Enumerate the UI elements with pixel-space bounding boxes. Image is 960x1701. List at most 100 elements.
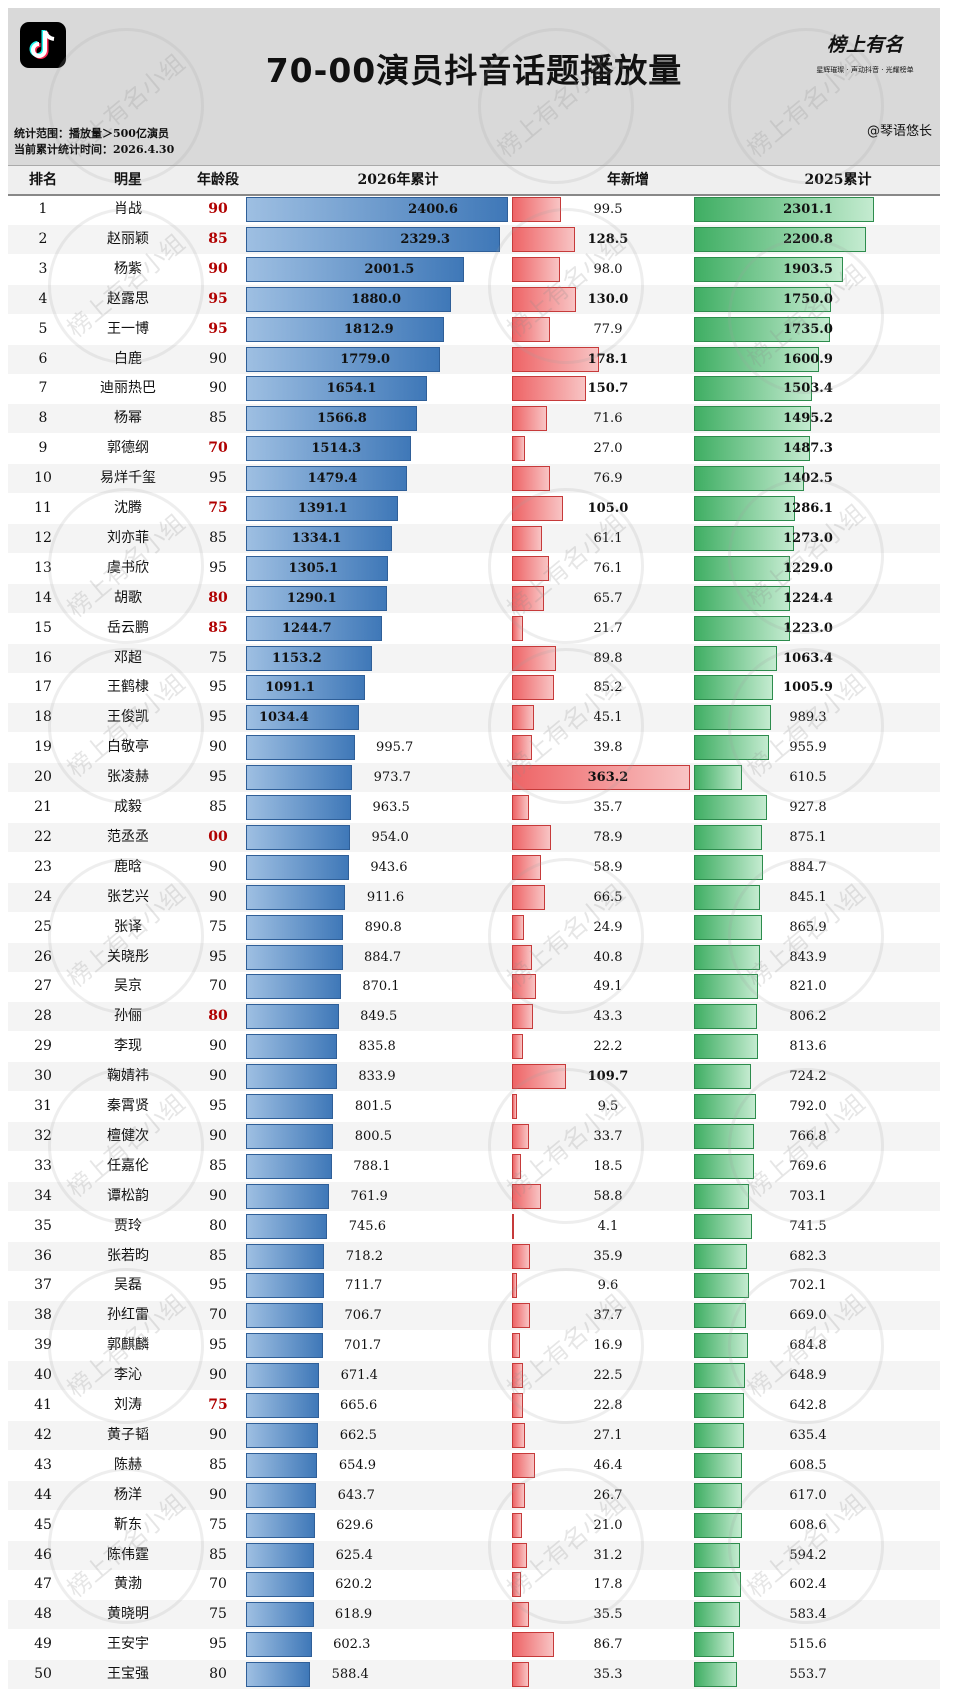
header-name: 明星	[114, 172, 142, 188]
rank-cell: 49	[34, 1636, 52, 1653]
signature-name: 榜上有名	[826, 34, 903, 56]
age-cell: 75	[209, 1516, 227, 1533]
value-2025: 813.6	[789, 1039, 827, 1055]
bar-2025	[694, 1602, 740, 1628]
value-new: 76.1	[593, 560, 623, 576]
name-cell: 张译	[114, 918, 142, 935]
time-note: 当前累计统计时间：2026.4.30	[14, 143, 175, 156]
bar-new	[512, 346, 600, 372]
table-row: 38 孙红雷 70 706.7 37.7 669.0	[8, 1301, 940, 1331]
value-2026: 1153.2	[271, 650, 322, 666]
age-cell: 90	[209, 739, 227, 756]
bar-2025	[694, 1542, 741, 1568]
value-new: 43.3	[593, 1009, 623, 1025]
bar-2026	[246, 436, 412, 462]
name-cell: 胡歌	[114, 589, 142, 606]
value-new: 109.7	[587, 1069, 629, 1085]
rank-cell: 41	[34, 1397, 52, 1413]
bar-2025	[694, 436, 811, 462]
header-new: 年新增	[607, 172, 649, 188]
bar-2026	[246, 1602, 314, 1628]
bar-new	[512, 974, 537, 1000]
name-cell: 孙俪	[114, 1008, 142, 1025]
rank-cell: 9	[38, 440, 48, 457]
rank-cell: 35	[34, 1217, 52, 1234]
age-cell: 90	[209, 888, 227, 905]
bar-2026	[246, 1094, 334, 1119]
rank-cell: 19	[34, 739, 52, 756]
rank-cell: 1	[38, 201, 48, 217]
name-cell: 檀健次	[107, 1127, 149, 1144]
name-cell: 王俊凯	[107, 709, 149, 726]
value-2025: 2301.1	[783, 202, 833, 217]
bar-2026	[246, 884, 346, 910]
age-cell: 90	[209, 858, 227, 875]
bar-new	[512, 197, 561, 222]
bar-new	[512, 1393, 524, 1418]
value-2025: 1223.0	[783, 620, 833, 636]
rank-cell: 46	[34, 1546, 52, 1563]
value-2026: 1091.1	[265, 680, 315, 696]
name-cell: 王鹤棣	[107, 679, 149, 696]
value-new: 98.0	[593, 261, 623, 277]
name-cell: 白敬亭	[107, 739, 149, 756]
age-cell: 85	[209, 410, 227, 427]
value-2025: 635.4	[789, 1427, 827, 1443]
rank-cell: 18	[34, 709, 52, 726]
bar-2026	[246, 824, 351, 850]
bar-2025	[694, 1422, 744, 1448]
rank-cell: 45	[34, 1516, 52, 1533]
bar-new	[512, 1303, 531, 1329]
value-2026: 588.4	[331, 1667, 369, 1683]
bar-2026	[246, 645, 372, 671]
age-cell: 70	[209, 1576, 227, 1593]
value-new: 27.1	[593, 1427, 623, 1443]
value-2026: 671.4	[340, 1368, 378, 1384]
age-cell: 85	[209, 1546, 227, 1563]
value-new: 150.7	[587, 381, 629, 397]
table-row: 6 白鹿 90 1779.0 178.1 1600.9	[8, 344, 940, 374]
bar-new	[512, 406, 548, 432]
value-2026: 1391.1	[297, 501, 348, 516]
bar-2026	[246, 914, 344, 940]
value-new: 130.0	[587, 291, 629, 307]
value-2025: 1903.5	[783, 261, 833, 277]
name-cell: 张艺兴	[107, 888, 149, 905]
bar-new	[512, 286, 576, 312]
rank-cell: 8	[38, 410, 48, 427]
age-cell: 95	[209, 1098, 227, 1114]
bar-2025	[694, 226, 867, 252]
table-row: 17 王鹤棣 95 1091.1 85.2 1005.9	[8, 673, 940, 702]
value-2025: 792.0	[789, 1099, 827, 1114]
bar-2026	[246, 1542, 315, 1568]
value-2025: 1005.9	[783, 680, 833, 696]
age-cell: 95	[209, 679, 227, 696]
bar-new	[512, 675, 554, 701]
bar-2026	[246, 1213, 328, 1239]
rank-cell: 33	[34, 1157, 52, 1174]
bar-2025	[694, 1303, 747, 1329]
bar-new	[512, 1363, 524, 1389]
value-2026: 788.1	[353, 1158, 391, 1174]
bar-new	[512, 466, 550, 492]
bar-new	[512, 226, 575, 252]
value-2025: 642.8	[789, 1398, 827, 1413]
value-2025: 769.6	[789, 1158, 827, 1174]
age-cell: 90	[209, 1426, 227, 1443]
table-row: 43 陈赫 85 654.9 46.4 608.5	[8, 1451, 940, 1480]
bar-2026	[246, 944, 343, 970]
bar-2026	[246, 197, 508, 222]
bar-2025	[694, 645, 778, 671]
table-row: 44 杨洋 90 643.7 26.7 617.0	[8, 1480, 940, 1510]
rank-cell: 25	[34, 918, 52, 935]
name-cell: 任嘉伦	[107, 1157, 149, 1174]
rank-cell: 11	[34, 500, 52, 516]
value-2025: 1735.0	[783, 321, 833, 337]
bar-new	[512, 496, 564, 521]
value-2026: 745.6	[348, 1218, 386, 1234]
bar-2026	[246, 1662, 311, 1688]
bar-2026	[246, 1482, 317, 1508]
rank-cell: 47	[34, 1576, 52, 1593]
value-2025: 955.9	[789, 740, 827, 756]
age-cell: 70	[208, 440, 228, 457]
